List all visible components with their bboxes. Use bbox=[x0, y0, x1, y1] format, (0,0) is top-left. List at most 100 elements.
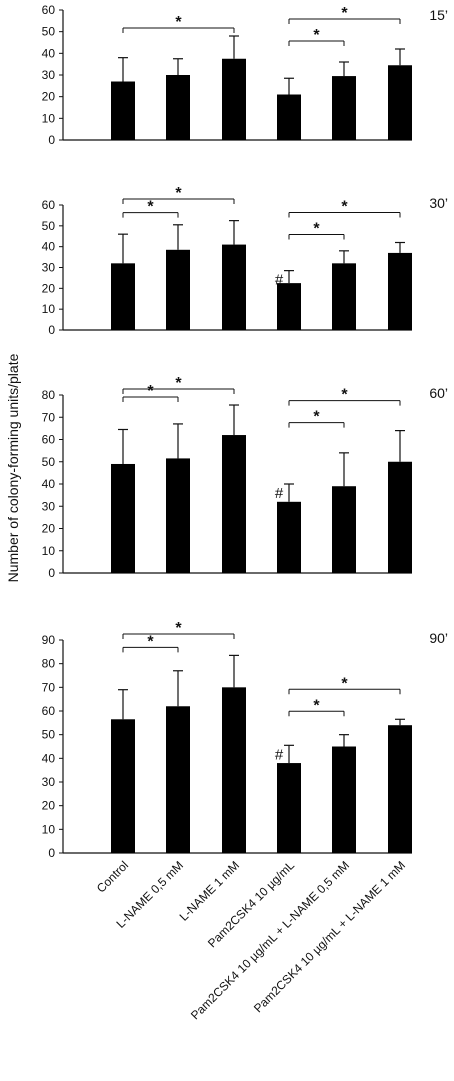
y-tick-label: 10 bbox=[42, 111, 56, 125]
category-label: Control bbox=[94, 858, 131, 895]
y-tick-label: 60 bbox=[42, 433, 56, 447]
y-tick-label: 60 bbox=[42, 3, 56, 17]
y-tick-label: 50 bbox=[42, 219, 56, 233]
chart-panel-4: 0 10 20 30 40 50 60 70 80 90 90’ # * * * * bbox=[42, 620, 448, 860]
y-tick-label: 0 bbox=[48, 133, 55, 147]
bar bbox=[166, 458, 190, 573]
y-tick-label: 40 bbox=[42, 751, 56, 765]
panel-time-label: 90’ bbox=[429, 630, 448, 646]
y-tick-label: 80 bbox=[42, 388, 56, 402]
y-tick-label: 40 bbox=[42, 477, 56, 491]
chart-panels: 0 10 20 30 40 50 60 15’ * * * 0 10 20 30 40 50 60 30’ # * * * *… bbox=[42, 3, 448, 860]
y-tick-label: 20 bbox=[42, 90, 56, 104]
hash-marker: # bbox=[275, 746, 284, 763]
chart-panel-3: 0 10 20 30 40 50 60 70 80 60’ # * * * * bbox=[42, 375, 448, 580]
bar bbox=[388, 461, 412, 573]
significance-star: * bbox=[147, 383, 154, 400]
significance-bracket: * bbox=[122, 375, 235, 394]
significance-star: * bbox=[313, 697, 320, 714]
bar bbox=[111, 719, 135, 853]
y-tick-label: 50 bbox=[42, 455, 56, 469]
significance-bracket: * bbox=[122, 620, 235, 639]
bar bbox=[277, 283, 301, 330]
bar bbox=[166, 706, 190, 853]
bar bbox=[222, 58, 246, 140]
y-tick-label: 90 bbox=[42, 633, 56, 647]
y-tick-label: 10 bbox=[42, 822, 56, 836]
significance-star: * bbox=[341, 387, 348, 404]
y-tick-label: 60 bbox=[42, 704, 56, 718]
y-tick-label: 70 bbox=[42, 410, 56, 424]
bar bbox=[222, 244, 246, 330]
y-tick-label: 20 bbox=[42, 522, 56, 536]
y-tick-label: 50 bbox=[42, 25, 56, 39]
significance-bracket: * bbox=[288, 27, 345, 46]
bar bbox=[166, 249, 190, 330]
y-tick-label: 60 bbox=[42, 198, 56, 212]
significance-star: * bbox=[341, 5, 348, 22]
significance-bracket: * bbox=[122, 633, 179, 653]
bar bbox=[222, 687, 246, 853]
y-tick-label: 0 bbox=[48, 846, 55, 860]
y-tick-label: 30 bbox=[42, 775, 56, 789]
bar bbox=[277, 94, 301, 140]
chart-panel-1: 0 10 20 30 40 50 60 15’ * * * bbox=[42, 3, 448, 147]
bar bbox=[222, 435, 246, 573]
significance-star: * bbox=[341, 199, 348, 216]
bar bbox=[388, 725, 412, 853]
y-tick-label: 10 bbox=[42, 544, 56, 558]
y-tick-label: 30 bbox=[42, 68, 56, 82]
bar bbox=[388, 252, 412, 330]
significance-bracket: * bbox=[288, 409, 345, 428]
significance-star: * bbox=[341, 675, 348, 692]
bar bbox=[111, 263, 135, 330]
significance-bracket: * bbox=[288, 697, 345, 717]
panel-time-label: 15’ bbox=[429, 7, 448, 23]
y-tick-label: 0 bbox=[48, 566, 55, 580]
y-tick-label: 30 bbox=[42, 261, 56, 275]
significance-bracket: * bbox=[288, 387, 401, 406]
significance-bracket: * bbox=[122, 14, 235, 33]
significance-bracket: * bbox=[122, 199, 179, 218]
bar bbox=[111, 81, 135, 140]
bar bbox=[332, 486, 356, 573]
bar bbox=[277, 763, 301, 853]
significance-star: * bbox=[313, 409, 320, 426]
significance-bracket: * bbox=[288, 5, 401, 24]
significance-star: * bbox=[313, 221, 320, 238]
significance-star: * bbox=[175, 375, 182, 392]
significance-star: * bbox=[313, 27, 320, 44]
bar bbox=[332, 76, 356, 140]
y-tick-label: 20 bbox=[42, 799, 56, 813]
significance-star: * bbox=[147, 199, 154, 216]
panel-time-label: 60’ bbox=[429, 385, 448, 401]
bar bbox=[111, 463, 135, 573]
bar bbox=[388, 65, 412, 140]
significance-bracket: * bbox=[288, 675, 401, 695]
hash-marker: # bbox=[275, 272, 284, 289]
bar bbox=[332, 746, 356, 853]
significance-bracket: * bbox=[122, 185, 235, 204]
y-tick-label: 40 bbox=[42, 46, 56, 60]
significance-star: * bbox=[175, 185, 182, 202]
bar bbox=[166, 75, 190, 140]
y-tick-label: 30 bbox=[42, 499, 56, 513]
significance-star: * bbox=[175, 620, 182, 637]
significance-bracket: * bbox=[122, 383, 179, 403]
y-tick-label: 0 bbox=[48, 323, 55, 337]
significance-star: * bbox=[175, 14, 182, 31]
y-tick-label: 40 bbox=[42, 240, 56, 254]
y-axis-label: Number of colony-forming units/plate bbox=[5, 353, 21, 582]
y-tick-label: 20 bbox=[42, 281, 56, 295]
chart-panel-2: 0 10 20 30 40 50 60 30’ # * * * * bbox=[42, 185, 448, 337]
significance-bracket: * bbox=[288, 221, 345, 240]
bar bbox=[277, 501, 301, 573]
hash-marker: # bbox=[275, 485, 284, 502]
y-tick-label: 50 bbox=[42, 728, 56, 742]
bar bbox=[332, 263, 356, 330]
panel-time-label: 30’ bbox=[429, 195, 448, 211]
significance-star: * bbox=[147, 633, 154, 650]
significance-bracket: * bbox=[288, 199, 401, 218]
